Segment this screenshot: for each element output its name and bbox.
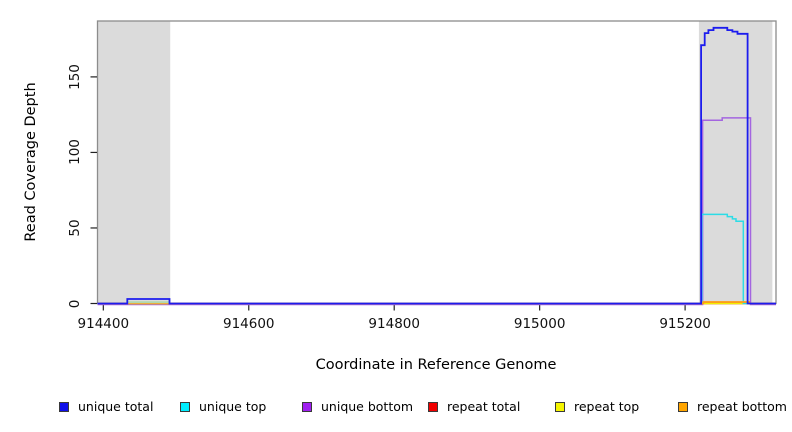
x-tick-label: 914800 [368,316,420,332]
legend-item-unique-top: unique top [180,398,266,415]
x-tick-label: 914600 [222,316,275,332]
shaded-region-left [97,21,171,304]
legend-label: repeat total [447,399,521,414]
series-line-unique-top [97,213,776,305]
series-line-unique-bottom [97,117,776,306]
legend-label: repeat top [574,399,640,414]
legend-swatch-icon [555,401,565,412]
x-tick-label: 915000 [513,316,566,332]
legend-item-unique-bottom: unique bottom [302,398,413,415]
legend-swatch-icon [180,401,190,412]
y-tick-label: 0 [67,299,83,308]
legend: unique total unique top unique bottom repea… [0,398,792,418]
legend-item-repeat-bottom: repeat bottom [678,398,787,415]
legend-swatch-icon [302,401,312,412]
legend-label: repeat bottom [697,399,787,414]
legend-label: unique total [78,399,154,414]
x-axis-title: Coordinate in Reference Genome [315,357,557,373]
y-axis-title: Read Coverage Depth [23,82,39,242]
legend-item-repeat-total: repeat total [428,398,520,415]
legend-item-unique-total: unique total [59,398,153,415]
y-tick-label: 150 [67,64,83,90]
legend-swatch-icon [678,401,688,412]
plot-box [96,20,777,305]
x-tick-label: 914400 [77,316,130,332]
legend-item-repeat-top: repeat top [555,398,639,415]
series-line-unique-total [97,26,776,305]
y-tick-label: 50 [67,219,83,237]
y-tick-label: 100 [67,139,83,166]
legend-swatch-icon [59,401,69,412]
legend-label: unique top [199,399,267,414]
x-tick-label: 915200 [659,316,711,332]
legend-label: unique bottom [321,399,414,414]
legend-swatch-icon [428,401,438,412]
shaded-region-right [698,21,773,304]
